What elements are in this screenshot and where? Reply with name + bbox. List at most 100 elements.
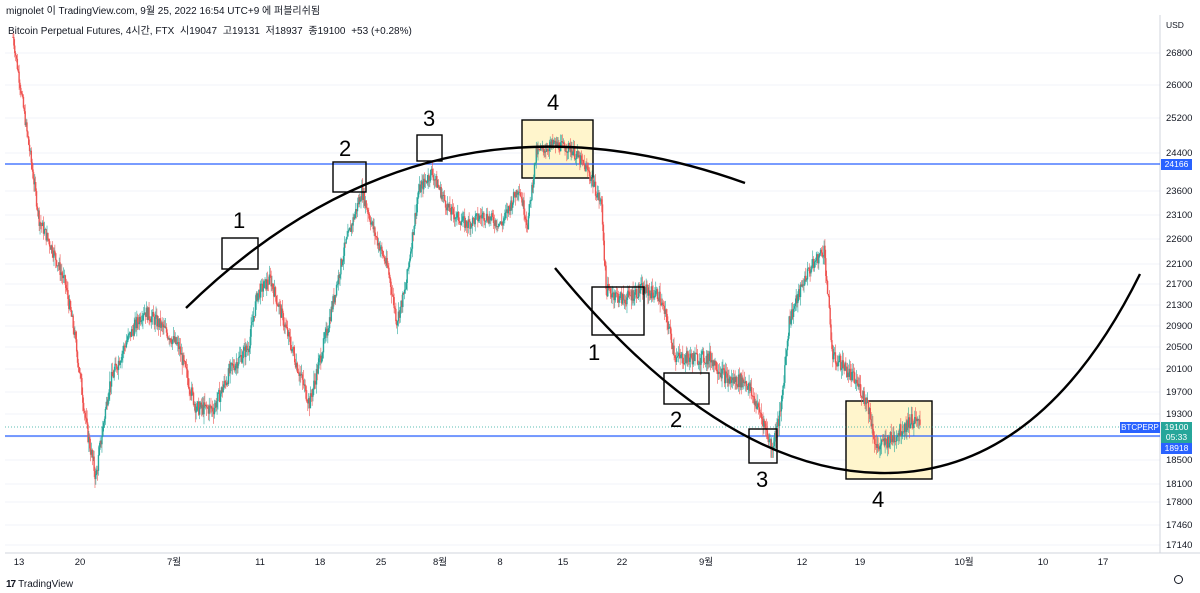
candle-body xyxy=(498,223,501,225)
candle-body xyxy=(732,377,735,384)
candle-body xyxy=(220,387,223,394)
candle-body xyxy=(873,435,875,439)
candle-body xyxy=(879,445,881,450)
candle-body xyxy=(120,360,122,362)
candle-body xyxy=(839,355,841,361)
candle-body xyxy=(683,363,686,364)
last-price-tag: 19100 05:33 xyxy=(1161,422,1192,443)
candle-body xyxy=(110,371,113,387)
candle-body xyxy=(668,327,670,329)
candle-body xyxy=(93,456,95,471)
candle-body xyxy=(432,175,435,181)
candle-body xyxy=(315,369,318,385)
candle-body xyxy=(280,308,283,318)
candle-body xyxy=(560,141,563,143)
candle-body xyxy=(629,295,632,297)
candle-body xyxy=(394,308,396,309)
candle-body xyxy=(607,284,610,288)
candle-body xyxy=(28,144,31,152)
candle-body xyxy=(831,340,833,349)
candle-body xyxy=(515,190,517,198)
candle-body xyxy=(55,260,58,267)
candle-body xyxy=(823,245,825,256)
candle-body xyxy=(725,371,728,374)
candle-body xyxy=(808,267,810,272)
candle-body xyxy=(359,197,361,202)
candle-body xyxy=(587,166,589,171)
candle-body xyxy=(841,360,844,369)
candle-body xyxy=(379,249,381,251)
box-lower-1 xyxy=(591,286,645,336)
candle-body xyxy=(55,253,57,261)
candle-body xyxy=(663,305,666,314)
candle-body xyxy=(596,194,599,198)
candle-body xyxy=(553,140,556,143)
candle-body xyxy=(370,222,373,225)
candle-body xyxy=(179,346,182,355)
candle-body xyxy=(825,258,827,277)
candle-body xyxy=(745,381,748,387)
candle-body xyxy=(759,412,762,414)
brand-name[interactable]: TradingView xyxy=(18,579,74,590)
candle-body xyxy=(583,163,585,165)
candle-body xyxy=(218,390,221,402)
candle-body xyxy=(149,318,151,321)
candle-body xyxy=(495,220,497,227)
candle-body xyxy=(774,430,776,442)
candle-body xyxy=(854,382,857,384)
candle-body xyxy=(684,355,687,364)
candle-body xyxy=(390,286,393,295)
candle-body xyxy=(431,168,434,176)
candle-body xyxy=(107,399,109,406)
candle-body xyxy=(860,395,863,398)
candle-body xyxy=(660,304,662,306)
candle-body xyxy=(79,372,81,374)
candle-body xyxy=(282,313,285,326)
candle-body xyxy=(623,299,626,301)
candle-body xyxy=(176,343,178,345)
candle-body xyxy=(815,260,817,262)
candle-body xyxy=(69,300,72,310)
candle-body xyxy=(780,401,783,412)
candle-body xyxy=(460,221,462,225)
candle-body xyxy=(307,401,309,404)
candle-body xyxy=(48,239,50,242)
candle-body xyxy=(186,369,189,379)
candle-body xyxy=(182,355,184,365)
candle-body xyxy=(177,342,179,344)
candle-body xyxy=(827,293,830,296)
gear-icon[interactable] xyxy=(1174,575,1183,584)
candle-body xyxy=(613,292,615,301)
candle-body xyxy=(562,142,565,144)
candle-body xyxy=(594,181,596,186)
candle-body xyxy=(150,316,153,323)
candle-body xyxy=(888,442,891,448)
candle-body xyxy=(566,151,569,153)
candle-body xyxy=(602,224,605,241)
candle-body xyxy=(408,262,410,269)
candle-body xyxy=(685,355,687,363)
candle-body xyxy=(266,279,268,290)
candle-body xyxy=(866,400,869,403)
candle-body xyxy=(155,314,157,317)
price-tick-label: 23600 xyxy=(1166,186,1192,197)
candle-body xyxy=(737,374,740,387)
candle-body xyxy=(868,408,871,415)
candle-body xyxy=(724,371,727,384)
candle-body xyxy=(273,287,276,297)
highlight-box-upper-4 xyxy=(521,119,594,179)
candle-body xyxy=(736,376,738,386)
candle-body xyxy=(798,289,801,298)
candle-body xyxy=(209,405,211,407)
candle-body xyxy=(545,151,547,152)
candle-body xyxy=(204,402,206,406)
candle-body xyxy=(201,404,203,409)
candle-body xyxy=(514,196,517,198)
candle-body xyxy=(658,291,660,302)
candle-body xyxy=(33,178,35,185)
candle-body xyxy=(322,338,325,353)
candle-body xyxy=(838,360,840,363)
candle-body xyxy=(372,221,374,230)
candle-body xyxy=(314,381,317,385)
